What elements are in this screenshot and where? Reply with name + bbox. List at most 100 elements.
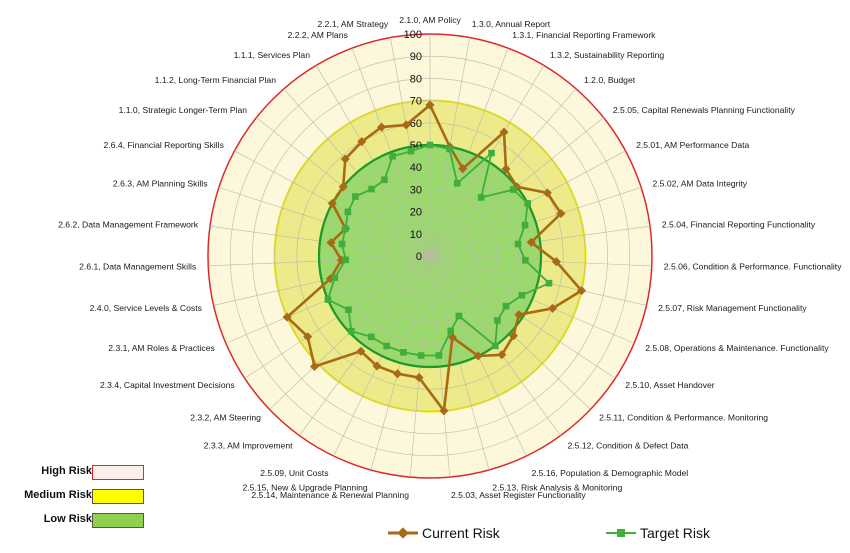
category-label: 1.2.0, Budget: [584, 75, 636, 85]
current-risk-point: [501, 164, 511, 174]
target-risk-point: [417, 352, 425, 359]
current-risk-line: [285, 103, 583, 413]
legend-high-risk-swatch: [92, 465, 144, 480]
legend-medium-risk-swatch: [92, 489, 144, 504]
category-label: 2.2.1, AM Strategy: [317, 19, 388, 29]
category-label: 2.3.2, AM Steering: [190, 413, 261, 423]
current-risk-point: [414, 373, 424, 383]
current-risk-marker-icon: [388, 527, 418, 539]
legend-medium-risk-label: Medium Risk: [24, 489, 92, 501]
tick-label: 70: [410, 96, 422, 108]
target-risk-point: [447, 327, 454, 335]
target-risk-point: [342, 225, 349, 232]
target-risk-point: [348, 327, 355, 335]
target-risk-point: [494, 317, 501, 324]
target-risk-marker-icon: [606, 529, 636, 537]
radar-grid: [208, 34, 652, 478]
legend-low-risk-label: Low Risk: [43, 513, 92, 525]
target-risk-point: [545, 279, 553, 287]
target-risk-point: [389, 152, 396, 160]
target-risk-point: [367, 333, 375, 341]
category-label: 2.5.06, Condition & Performance. Functio…: [664, 262, 842, 272]
category-label: 1.1.1, Services Plan: [234, 50, 311, 60]
category-label: 2.5.01, AM Performance Data: [636, 140, 749, 150]
current-risk-point: [392, 369, 403, 379]
legend-low-risk: Low Risk: [10, 510, 150, 534]
tick-label: 80: [410, 73, 422, 85]
category-label: 2.5.08, Operations & Maintenance. Functi…: [645, 343, 829, 353]
current-risk-point: [327, 198, 337, 208]
target-risk-point: [426, 141, 434, 149]
target-risk-point: [381, 176, 388, 184]
category-label: 2.5.16, Population & Demographic Model: [532, 468, 689, 478]
legend-high-risk: High Risk: [10, 462, 150, 486]
target-risk-point: [514, 240, 522, 248]
current-risk-point: [547, 303, 558, 313]
category-label: 1.3.0, Annual Report: [472, 19, 551, 29]
category-label: 1.3.2, Sustainability Reporting: [550, 50, 664, 60]
current-risk-point: [447, 332, 457, 342]
target-risk-point: [383, 342, 390, 350]
category-label: 2.5.02, AM Data Integrity: [653, 179, 748, 189]
target-risk-point: [352, 193, 359, 200]
legend-current-risk-label: Current Risk: [422, 525, 500, 541]
category-label: 2.4.0, Service Levels & Costs: [90, 303, 202, 313]
category-label: 2.6.4, Financial Reporting Skills: [104, 140, 224, 150]
legend-target-risk: Target Risk: [606, 522, 710, 544]
target-risk-point: [510, 186, 517, 193]
category-label: 2.5.11, Condition & Performance. Monitor…: [599, 413, 768, 423]
category-label: 2.5.13, Risk Analysis & Monitoring: [492, 483, 622, 493]
current-risk-point: [542, 188, 552, 198]
target-risk-point: [400, 348, 407, 356]
legend-low-risk-swatch: [92, 513, 144, 528]
target-risk-point: [407, 147, 415, 155]
target-risk-point: [518, 291, 526, 299]
category-labels: 2.1.0, AM Policy 1.3.0, Annual Report1.3.…: [58, 15, 842, 500]
category-label: 1.1.2, Long-Term Financial Plan: [155, 75, 277, 85]
tick-label: 100: [404, 29, 422, 41]
category-label: 2.3.3, AM Improvement: [204, 440, 293, 450]
target-risk-point: [502, 302, 510, 310]
target-risk-point: [488, 149, 495, 157]
category-label: 2.5.07, Risk Management Functionality: [658, 303, 807, 313]
category-label: 2.5.14, Maintenance & Renewal Planning: [251, 490, 409, 500]
current-risk-point: [401, 120, 411, 130]
target-risk-point: [454, 179, 461, 187]
legend-high-risk-label: High Risk: [41, 465, 92, 477]
legend-medium-risk: Medium Risk: [10, 486, 150, 510]
category-label: 2.5.05, Capital Renewals Planning Functi…: [613, 105, 796, 115]
category-label: 2.5.15, New & Upgrade Planning: [243, 483, 368, 493]
category-label: 2.5.12, Condition & Defect Data: [568, 440, 689, 450]
category-label: 2.5.04, Financial Reporting Functionalit…: [662, 220, 816, 230]
current-risk-point: [508, 331, 518, 341]
category-label: 2.6.3, AM Planning Skills: [113, 179, 208, 189]
target-risk-point: [446, 145, 453, 153]
category-label: 1.1.0, Strategic Longer-Term Plan: [119, 105, 248, 115]
category-label: 2.6.2, Data Management Framework: [58, 220, 199, 230]
target-risk-point: [345, 306, 352, 314]
target-risk-point: [331, 274, 339, 282]
tick-label: 90: [410, 51, 422, 63]
category-label: 2.1.0, AM Policy: [399, 15, 461, 25]
target-risk-point: [338, 240, 346, 248]
tick-label: 20: [410, 207, 422, 219]
target-risk-point: [342, 256, 350, 264]
current-risk-point: [309, 361, 320, 371]
category-label: 2.5.09, Unit Costs: [260, 468, 328, 478]
category-label: 2.5.10, Asset Handover: [625, 380, 714, 390]
target-risk-point: [491, 342, 499, 350]
category-label: 1.3.1, Financial Reporting Framework: [512, 30, 656, 40]
tick-label: 10: [410, 229, 422, 241]
target-risk-point: [522, 256, 529, 264]
current-risk-point: [526, 237, 536, 247]
legend-target-risk-label: Target Risk: [640, 525, 711, 541]
tick-label: 0: [416, 251, 422, 263]
tick-label: 40: [410, 162, 422, 174]
target-risk-point: [368, 185, 375, 193]
target-risk-point: [455, 312, 463, 320]
category-label: 2.5.03, Asset Register Functionality: [451, 490, 586, 500]
target-risk-point: [324, 296, 332, 303]
legend-current-risk: Current Risk: [388, 522, 500, 544]
